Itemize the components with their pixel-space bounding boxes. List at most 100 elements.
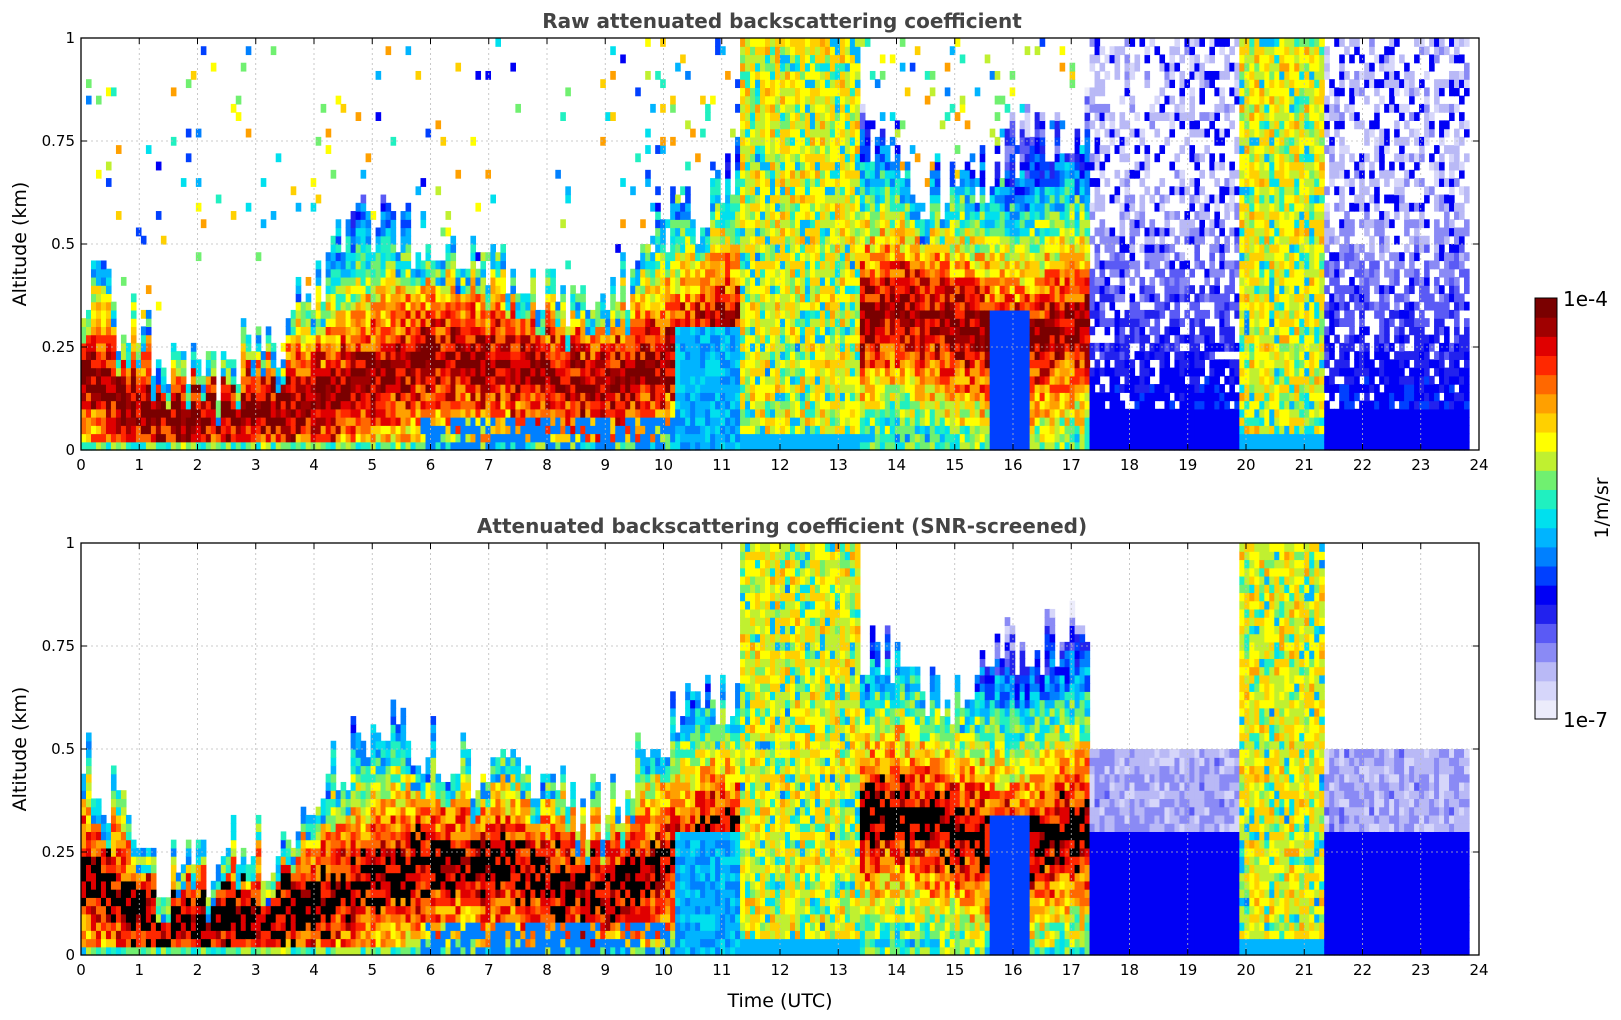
heatmap-cell <box>750 235 756 245</box>
heatmap-cell <box>819 359 826 369</box>
heatmap-cell <box>924 227 931 237</box>
heatmap-cell <box>490 375 496 385</box>
heatmap-cell <box>410 367 417 377</box>
heatmap-cell <box>720 384 726 393</box>
heatmap-cell <box>974 375 981 385</box>
heatmap-cell <box>869 120 876 130</box>
heatmap-cell <box>849 244 856 253</box>
heatmap-cell <box>140 425 147 435</box>
heatmap-cell <box>929 417 936 426</box>
heatmap-cell <box>90 359 97 369</box>
heatmap-cell <box>355 309 362 319</box>
heatmap-cell <box>145 384 152 393</box>
heatmap-cell <box>425 276 432 286</box>
heatmap-cell <box>874 293 881 303</box>
heatmap-cell <box>954 400 961 410</box>
heatmap-cell <box>939 235 946 245</box>
heatmap-cell <box>475 408 482 418</box>
heatmap-cell <box>794 252 801 262</box>
heatmap-cell <box>854 318 861 327</box>
heatmap-cell <box>919 334 926 344</box>
heatmap-cell <box>849 235 856 245</box>
heatmap-cell <box>240 334 247 344</box>
heatmap-cell <box>130 326 137 336</box>
heatmap-cell <box>595 301 601 311</box>
heatmap-cell <box>819 54 826 64</box>
heatmap-cell <box>335 227 342 237</box>
heatmap-cell <box>755 441 761 451</box>
heatmap-cell <box>625 425 631 435</box>
heatmap-cell <box>100 392 107 402</box>
heatmap-cell <box>735 334 741 344</box>
heatmap-cell <box>939 392 946 402</box>
heatmap-cell <box>355 417 362 426</box>
heatmap-cell <box>425 384 432 393</box>
heatmap-cell <box>395 260 402 270</box>
heatmap-cell <box>740 95 746 105</box>
heatmap-cell <box>330 276 337 286</box>
heatmap-cell <box>480 301 487 311</box>
heatmap-cell <box>849 351 856 360</box>
heatmap-cell <box>170 367 177 377</box>
heatmap-cell <box>829 79 836 89</box>
heatmap-cell <box>834 326 841 336</box>
heatmap-cell <box>819 326 826 336</box>
heatmap-cell <box>375 260 382 270</box>
heatmap-cell <box>755 425 761 435</box>
heatmap-cell <box>105 351 112 360</box>
heatmap-cell <box>81 318 87 327</box>
heatmap-cell <box>95 95 102 105</box>
heatmap-cell <box>355 375 362 385</box>
heatmap-cell <box>495 309 501 319</box>
heatmap-cell <box>475 252 482 262</box>
heatmap-cell <box>819 252 826 262</box>
heatmap-cell <box>799 318 806 327</box>
heatmap-cell <box>295 202 302 212</box>
heatmap-cell <box>720 276 726 286</box>
heatmap-cell <box>829 103 836 113</box>
heatmap-cell <box>335 351 342 360</box>
heatmap-cell <box>300 441 307 451</box>
heatmap-cell <box>655 211 661 220</box>
heatmap-cell <box>745 145 751 154</box>
heatmap-cell <box>81 392 87 402</box>
heatmap-cell <box>874 351 881 360</box>
heatmap-cell <box>954 417 961 426</box>
heatmap-cell <box>685 186 691 196</box>
heatmap-cell <box>160 375 167 385</box>
heatmap-cell <box>834 194 841 204</box>
heatmap-cell <box>909 425 916 435</box>
heatmap-cell <box>95 384 102 393</box>
heatmap-cell <box>170 136 177 146</box>
heatmap-cell <box>879 128 886 138</box>
heatmap-cell <box>215 441 222 451</box>
heatmap-cell <box>854 145 861 154</box>
heatmap-cell <box>375 342 382 352</box>
heatmap-cell <box>784 351 791 360</box>
heatmap-cell <box>330 169 337 179</box>
heatmap-cell <box>295 441 302 451</box>
heatmap-cell <box>335 219 342 229</box>
heatmap-cell <box>745 112 751 121</box>
heatmap-cell <box>780 70 786 80</box>
heatmap-cell <box>794 62 801 72</box>
heatmap-cell <box>869 417 876 426</box>
heatmap-cell <box>235 384 242 393</box>
heatmap-cell <box>680 400 686 410</box>
heatmap-cell <box>450 244 457 253</box>
heatmap-cell <box>660 433 666 443</box>
heatmap-cell <box>275 433 282 443</box>
heatmap-cell <box>430 318 437 327</box>
heatmap-cell <box>919 408 926 418</box>
heatmap-cell <box>535 375 541 385</box>
heatmap-cell <box>705 433 711 443</box>
heatmap-cell <box>799 161 806 171</box>
heatmap-cell <box>355 433 362 443</box>
heatmap-cell <box>735 375 741 385</box>
heatmap-cell <box>565 87 571 97</box>
heatmap-cell <box>620 334 626 344</box>
heatmap-cell <box>909 227 916 237</box>
heatmap-cell <box>210 392 217 402</box>
heatmap-cell <box>799 417 806 426</box>
heatmap-cell <box>964 375 971 385</box>
